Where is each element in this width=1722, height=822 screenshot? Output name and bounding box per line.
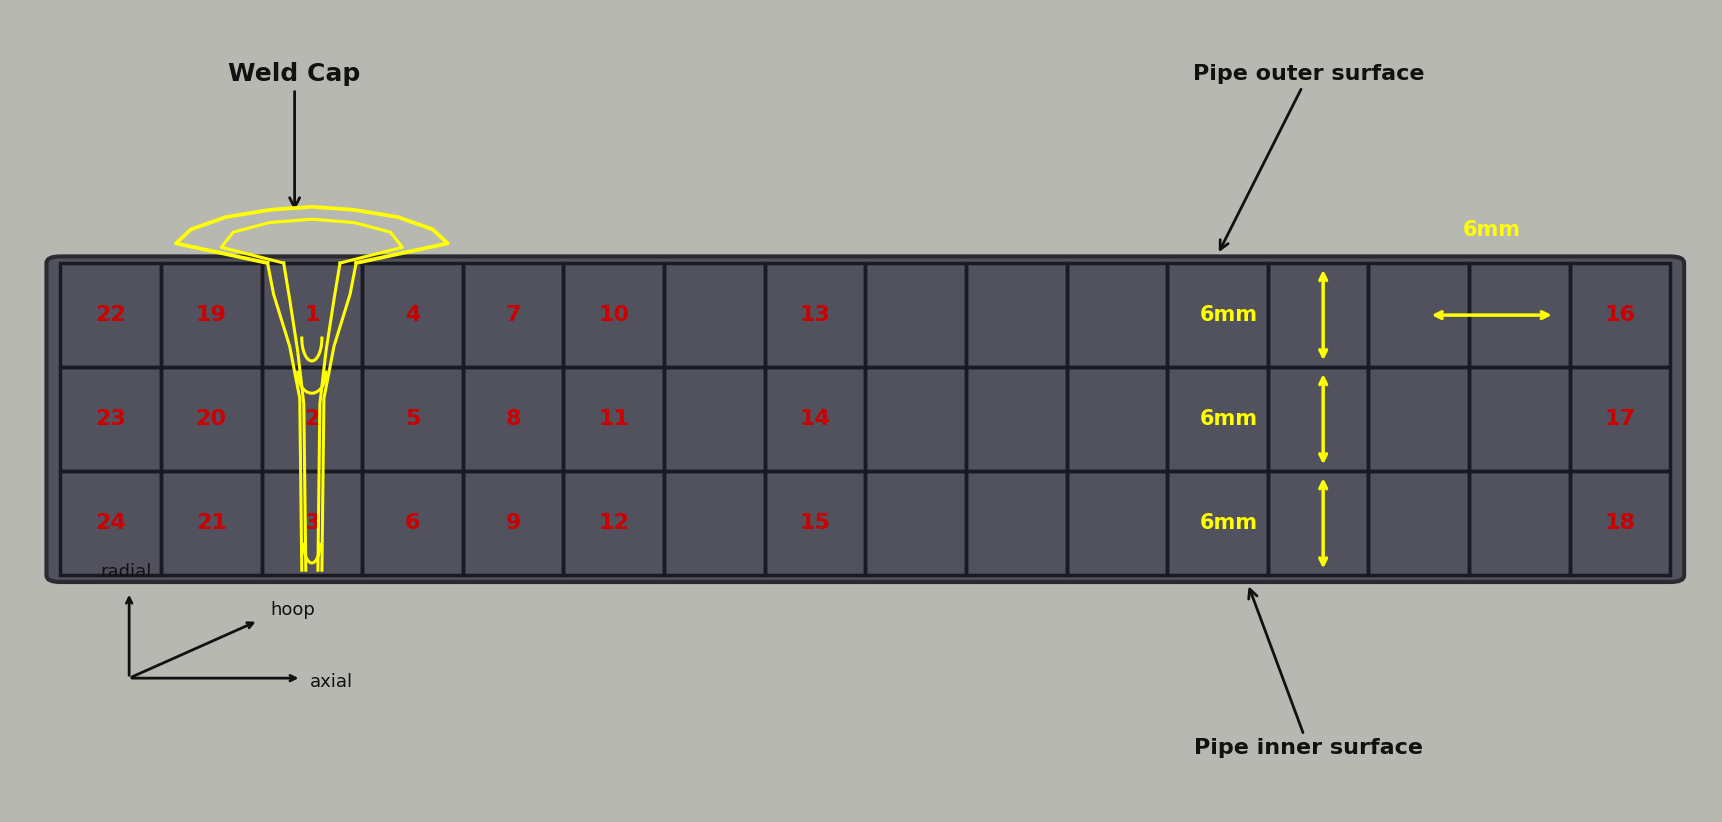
Bar <box>1066 471 1168 575</box>
Bar <box>1369 471 1469 575</box>
Bar <box>563 471 665 575</box>
Bar <box>665 367 765 471</box>
Bar <box>665 263 765 367</box>
Text: radial: radial <box>100 563 152 581</box>
Bar <box>1168 471 1267 575</box>
Bar <box>160 367 262 471</box>
Bar <box>463 367 563 471</box>
Text: 13: 13 <box>799 305 830 325</box>
Text: 5: 5 <box>405 409 420 429</box>
Bar <box>262 471 362 575</box>
Bar <box>966 471 1066 575</box>
Bar <box>866 263 966 367</box>
Bar <box>1066 263 1168 367</box>
Bar <box>160 263 262 367</box>
Bar <box>765 471 866 575</box>
Text: 8: 8 <box>505 409 520 429</box>
Bar <box>966 263 1066 367</box>
Text: axial: axial <box>310 673 353 691</box>
Bar <box>60 471 160 575</box>
Bar <box>1267 471 1369 575</box>
Text: 7: 7 <box>505 305 520 325</box>
Text: 4: 4 <box>405 305 420 325</box>
Bar <box>966 367 1066 471</box>
Text: 22: 22 <box>95 305 126 325</box>
Bar <box>1570 367 1670 471</box>
Text: 1: 1 <box>305 305 320 325</box>
Bar <box>1168 263 1267 367</box>
Text: 24: 24 <box>95 514 126 533</box>
Bar <box>765 263 866 367</box>
Bar <box>563 263 665 367</box>
Text: 20: 20 <box>196 409 227 429</box>
Text: Pipe outer surface: Pipe outer surface <box>1193 64 1424 250</box>
Bar <box>1469 367 1570 471</box>
Text: 23: 23 <box>95 409 126 429</box>
Text: hoop: hoop <box>270 601 315 619</box>
Bar <box>362 263 463 367</box>
Text: 11: 11 <box>598 409 629 429</box>
Bar <box>60 263 160 367</box>
Bar <box>1267 263 1369 367</box>
FancyBboxPatch shape <box>46 256 1684 582</box>
Bar <box>866 367 966 471</box>
Bar <box>362 471 463 575</box>
Text: 6mm: 6mm <box>1462 220 1521 240</box>
Bar <box>665 471 765 575</box>
Bar <box>765 367 866 471</box>
Bar <box>262 367 362 471</box>
Bar <box>1469 263 1570 367</box>
Bar <box>463 263 563 367</box>
Bar <box>1369 263 1469 367</box>
Bar <box>60 367 160 471</box>
Bar <box>1066 367 1168 471</box>
Bar <box>1369 367 1469 471</box>
Text: 6mm: 6mm <box>1200 305 1257 325</box>
Text: 17: 17 <box>1605 409 1636 429</box>
Text: 14: 14 <box>799 409 830 429</box>
Bar <box>1570 263 1670 367</box>
Text: 12: 12 <box>598 514 629 533</box>
Bar <box>563 367 665 471</box>
Text: 6mm: 6mm <box>1200 514 1257 533</box>
Text: 6: 6 <box>405 514 420 533</box>
Text: 21: 21 <box>196 514 227 533</box>
Bar <box>866 471 966 575</box>
Bar <box>262 263 362 367</box>
Text: Pipe inner surface: Pipe inner surface <box>1195 589 1422 758</box>
Text: 6mm: 6mm <box>1200 409 1257 429</box>
Bar <box>1267 367 1369 471</box>
Text: 9: 9 <box>506 514 520 533</box>
Text: 18: 18 <box>1605 514 1636 533</box>
Text: 2: 2 <box>305 409 320 429</box>
Bar <box>1469 471 1570 575</box>
Text: 16: 16 <box>1605 305 1636 325</box>
Text: 19: 19 <box>196 305 227 325</box>
Bar <box>1570 471 1670 575</box>
Text: 15: 15 <box>799 514 830 533</box>
Text: 10: 10 <box>598 305 629 325</box>
Text: Weld Cap: Weld Cap <box>229 62 360 208</box>
Bar <box>463 471 563 575</box>
Text: 3: 3 <box>305 514 320 533</box>
Bar <box>362 367 463 471</box>
Bar <box>1168 367 1267 471</box>
Bar <box>160 471 262 575</box>
